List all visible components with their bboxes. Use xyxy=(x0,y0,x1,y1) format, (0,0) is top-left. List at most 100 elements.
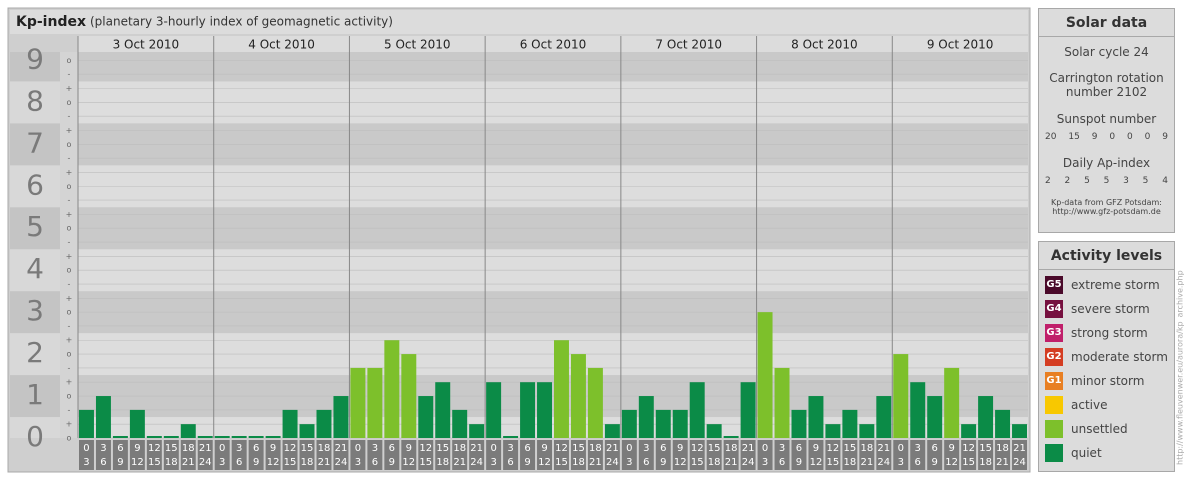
hour-end: 12 xyxy=(402,457,415,468)
hour-box xyxy=(825,440,841,470)
bar xyxy=(774,367,790,438)
bar xyxy=(333,396,349,438)
bar xyxy=(180,424,196,438)
hour-end: 9 xyxy=(389,457,395,468)
hour-end: 15 xyxy=(555,457,568,468)
bar xyxy=(961,424,977,438)
bar xyxy=(910,382,926,438)
hour-box xyxy=(316,440,332,470)
hour-start: 18 xyxy=(860,443,873,454)
y-tick-label: 2 xyxy=(26,336,44,369)
hour-start: 9 xyxy=(948,443,954,454)
hour-box xyxy=(180,440,196,470)
bar xyxy=(231,436,247,438)
hour-box xyxy=(452,440,468,470)
hour-start: 18 xyxy=(182,443,195,454)
hour-end: 18 xyxy=(572,457,585,468)
y-minor-label: + xyxy=(66,126,73,135)
hour-start: 9 xyxy=(813,443,819,454)
solar-cycle: Solar cycle 24 xyxy=(1064,45,1149,59)
bar xyxy=(944,367,960,438)
hour-box xyxy=(435,440,451,470)
y-minor-label: + xyxy=(66,420,73,429)
title-bar xyxy=(10,10,1028,34)
y-tick-label: 7 xyxy=(26,126,44,159)
hour-end: 12 xyxy=(538,457,551,468)
legend-swatch: G2 xyxy=(1045,348,1063,366)
hour-box xyxy=(961,440,977,470)
bar xyxy=(282,409,298,438)
legend-swatch: G4 xyxy=(1045,300,1063,318)
hour-end: 15 xyxy=(148,457,161,468)
hour-end: 21 xyxy=(589,457,602,468)
hour-start: 6 xyxy=(389,443,395,454)
hour-end: 12 xyxy=(131,457,144,468)
hour-start: 6 xyxy=(253,443,259,454)
solar-box: Solar data Solar cycle 24 Carrington rot… xyxy=(1038,8,1175,233)
date-label: 5 Oct 2010 xyxy=(384,38,451,52)
solar-title: Solar data xyxy=(1039,9,1174,37)
bar xyxy=(638,396,654,438)
legend-swatch: G1 xyxy=(1045,372,1063,390)
legend-label: severe storm xyxy=(1071,302,1150,316)
bar xyxy=(503,436,519,438)
sunspot-value: 0 xyxy=(1126,132,1133,142)
hour-end: 6 xyxy=(643,457,649,468)
hour-start: 3 xyxy=(779,443,785,454)
bar xyxy=(995,409,1011,438)
bar xyxy=(248,436,264,438)
bar xyxy=(350,367,366,438)
bar xyxy=(214,436,230,438)
hour-box xyxy=(197,440,213,470)
hour-start: 9 xyxy=(134,443,140,454)
ap-label: Daily Ap-index xyxy=(1062,156,1151,170)
hour-end: 15 xyxy=(827,457,840,468)
hour-end: 24 xyxy=(1013,457,1026,468)
hour-start: 6 xyxy=(524,443,530,454)
date-label: 3 Oct 2010 xyxy=(113,38,180,52)
hour-end: 3 xyxy=(355,457,361,468)
hour-box xyxy=(655,440,671,470)
hour-start: 21 xyxy=(742,443,755,454)
y-minor-label: - xyxy=(68,154,71,163)
ap-value: 3 xyxy=(1123,176,1129,186)
hour-end: 15 xyxy=(284,457,297,468)
hour-start: 21 xyxy=(606,443,619,454)
digit-band xyxy=(10,123,60,166)
hour-end: 24 xyxy=(606,457,619,468)
hour-start: 18 xyxy=(996,443,1009,454)
hour-box xyxy=(350,440,366,470)
hour-end: 18 xyxy=(844,457,857,468)
activity-list: G5 extreme storm G4 severe storm G3 strong st… xyxy=(1039,276,1174,462)
legend-item: G3 strong storm xyxy=(1045,324,1174,342)
legend-swatch: G5 xyxy=(1045,276,1063,294)
hour-box xyxy=(401,440,417,470)
hour-end: 6 xyxy=(915,457,921,468)
hour-start: 15 xyxy=(436,443,449,454)
y-tick-label: 9 xyxy=(26,42,44,75)
digit-band xyxy=(10,291,60,334)
bar xyxy=(587,367,603,438)
hour-start: 18 xyxy=(725,443,738,454)
hour-end: 3 xyxy=(219,457,225,468)
bar xyxy=(554,340,569,438)
hour-end: 9 xyxy=(117,457,123,468)
hour-box xyxy=(689,440,705,470)
hour-box xyxy=(163,440,179,470)
hour-start: 9 xyxy=(406,443,412,454)
hour-box xyxy=(231,440,247,470)
hour-box xyxy=(672,440,688,470)
sunspot-value: 9 xyxy=(1091,132,1098,142)
y-minor-label: o xyxy=(67,434,72,443)
hour-end: 12 xyxy=(674,457,687,468)
hour-box xyxy=(214,440,230,470)
hour-start: 6 xyxy=(660,443,666,454)
digit-band xyxy=(10,207,60,250)
bar xyxy=(418,396,434,438)
hour-end: 6 xyxy=(372,457,378,468)
date-label: 9 Oct 2010 xyxy=(927,38,994,52)
hour-box xyxy=(1012,440,1027,470)
bar xyxy=(927,396,943,438)
hour-end: 3 xyxy=(626,457,632,468)
